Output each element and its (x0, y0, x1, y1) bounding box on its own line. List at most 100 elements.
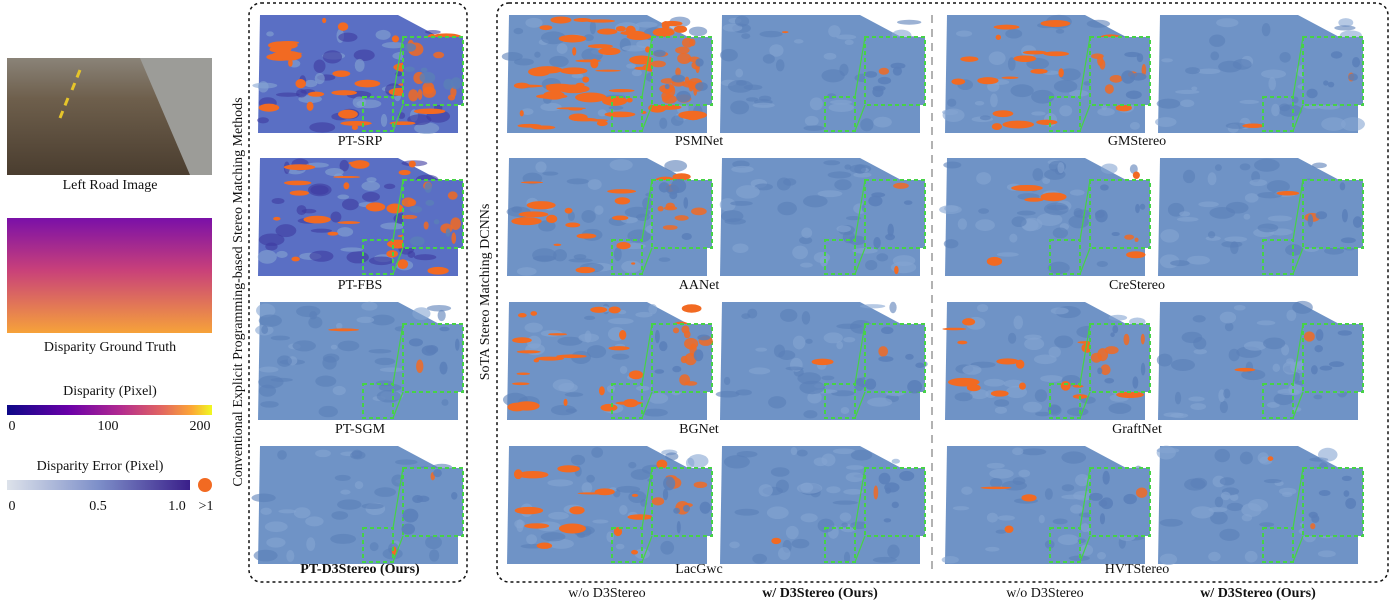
texture (1048, 346, 1061, 358)
inset-texture (662, 94, 678, 104)
texture (310, 185, 329, 195)
inset-texture (659, 341, 668, 352)
texture (872, 556, 897, 563)
texture (1239, 99, 1260, 105)
inset-texture (905, 353, 914, 360)
inset-texture (1303, 331, 1315, 342)
texture (741, 33, 751, 39)
texture (626, 63, 636, 69)
outlier (365, 202, 386, 212)
texture (836, 34, 857, 40)
texture (648, 392, 669, 404)
texture (361, 503, 384, 510)
texture (425, 535, 442, 550)
texture (356, 316, 375, 324)
inset-texture (1330, 51, 1343, 59)
outlier (587, 44, 613, 49)
texture (997, 515, 1015, 521)
outlier (575, 266, 596, 274)
inset-texture (1100, 184, 1109, 191)
inset-texture (1328, 361, 1345, 368)
texture (318, 405, 338, 418)
texture (956, 30, 973, 37)
texture (548, 511, 569, 520)
texture (1257, 191, 1283, 199)
outlier (771, 537, 782, 545)
inset-texture (651, 60, 666, 68)
texture (828, 103, 855, 112)
zoom-inset (402, 323, 464, 393)
texture (251, 493, 276, 503)
outlier (511, 217, 542, 226)
texture (1075, 473, 1090, 487)
zoom-link (1292, 391, 1304, 419)
inset-texture (899, 470, 915, 481)
texture (826, 486, 841, 494)
texture (275, 224, 297, 238)
texture (1209, 206, 1236, 219)
inset-texture (412, 495, 424, 503)
texture (589, 20, 597, 35)
colorbar-tick: 0 (9, 419, 16, 434)
inset-texture (887, 223, 894, 237)
texture (736, 80, 747, 86)
zoom-link (392, 179, 404, 241)
texture (437, 309, 446, 322)
zoom-link (1292, 535, 1304, 563)
texture (1031, 89, 1055, 104)
inset-texture (1124, 51, 1141, 58)
inset-texture (681, 325, 690, 334)
inset-texture (1124, 234, 1135, 240)
inset-texture (447, 191, 458, 200)
texture (800, 513, 818, 523)
texture (540, 31, 567, 45)
texture (748, 367, 771, 375)
texture (734, 508, 760, 516)
outlier (995, 34, 1002, 40)
texture (266, 31, 274, 37)
texture (425, 30, 441, 35)
texture (619, 365, 628, 374)
texture (1210, 51, 1220, 61)
texture (540, 102, 562, 112)
inset-texture (402, 214, 418, 220)
texture (252, 82, 278, 89)
texture (621, 260, 642, 273)
zoom-link (641, 104, 653, 132)
inset-texture (675, 46, 690, 54)
outlier (652, 27, 675, 37)
texture (803, 125, 825, 131)
texture (592, 519, 609, 524)
texture (845, 465, 864, 470)
texture (361, 191, 380, 202)
inset-texture (684, 338, 699, 350)
texture (1179, 211, 1191, 217)
texture (1059, 105, 1073, 117)
inset-texture (1319, 365, 1333, 371)
texture (278, 509, 297, 514)
texture (412, 307, 431, 320)
zoom-box (1262, 239, 1294, 275)
outlier (536, 542, 553, 549)
texture (332, 385, 346, 396)
texture (573, 254, 587, 260)
outlier (397, 259, 409, 269)
outlier (957, 340, 968, 345)
texture (719, 198, 736, 212)
texture (568, 258, 593, 263)
texture (581, 482, 593, 494)
texture (1272, 363, 1281, 372)
inset-texture (1315, 211, 1328, 220)
outlier (337, 22, 349, 31)
inset-texture (1091, 352, 1102, 363)
texture (954, 392, 973, 402)
outlier (627, 514, 653, 520)
texture (1055, 29, 1065, 34)
texture (1340, 117, 1365, 132)
column-label: w/ D3Stereo (Ours) (1200, 586, 1316, 601)
inset-texture (672, 327, 680, 334)
zoom-box (362, 239, 394, 275)
texture (1052, 227, 1069, 239)
texture (1073, 490, 1094, 501)
texture (1057, 534, 1079, 546)
